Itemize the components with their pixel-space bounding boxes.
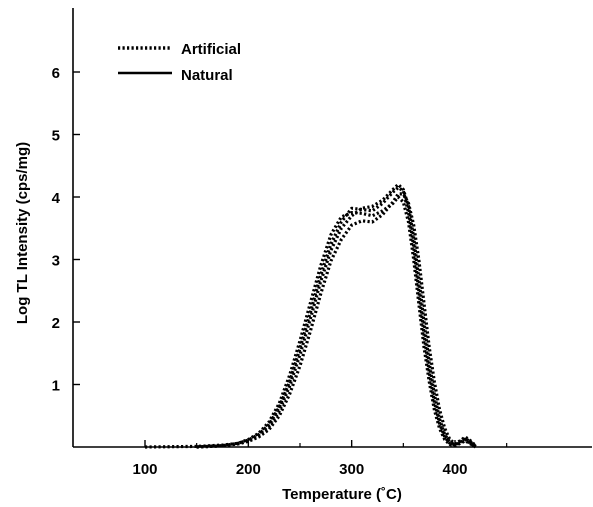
legend-label-natural: Natural [181,67,233,84]
y-tick-label: 6 [52,65,60,82]
x-tick-label: 100 [132,461,157,478]
y-tick-label: 4 [52,190,61,207]
legend: Artificial Natural [118,41,241,84]
series-line-artificial-1 [144,195,477,449]
x-tick-label: 400 [442,461,467,478]
y-tick-label: 3 [52,253,60,270]
series-line-artificial-2 [196,182,477,449]
y-tick-label: 5 [52,128,60,145]
x-tick-label: 300 [339,461,364,478]
x-axis-title: Temperature (˚C) [282,486,402,503]
y-tick-label: 2 [52,315,60,332]
axis-ticks: 100 200 300 400 1 2 3 4 5 6 [52,65,508,478]
y-tick-label: 1 [52,378,60,395]
x-tick-label: 200 [236,461,261,478]
legend-label-artificial: Artificial [181,41,241,58]
glow-curves [144,182,477,449]
series-line-artificial-4 [196,186,477,449]
series-line-artificial-3 [196,192,477,449]
y-axis-title: Log TL Intensity (cps/mg) [14,142,31,324]
plot-area: 100 200 300 400 1 2 3 4 5 6 [52,8,592,478]
